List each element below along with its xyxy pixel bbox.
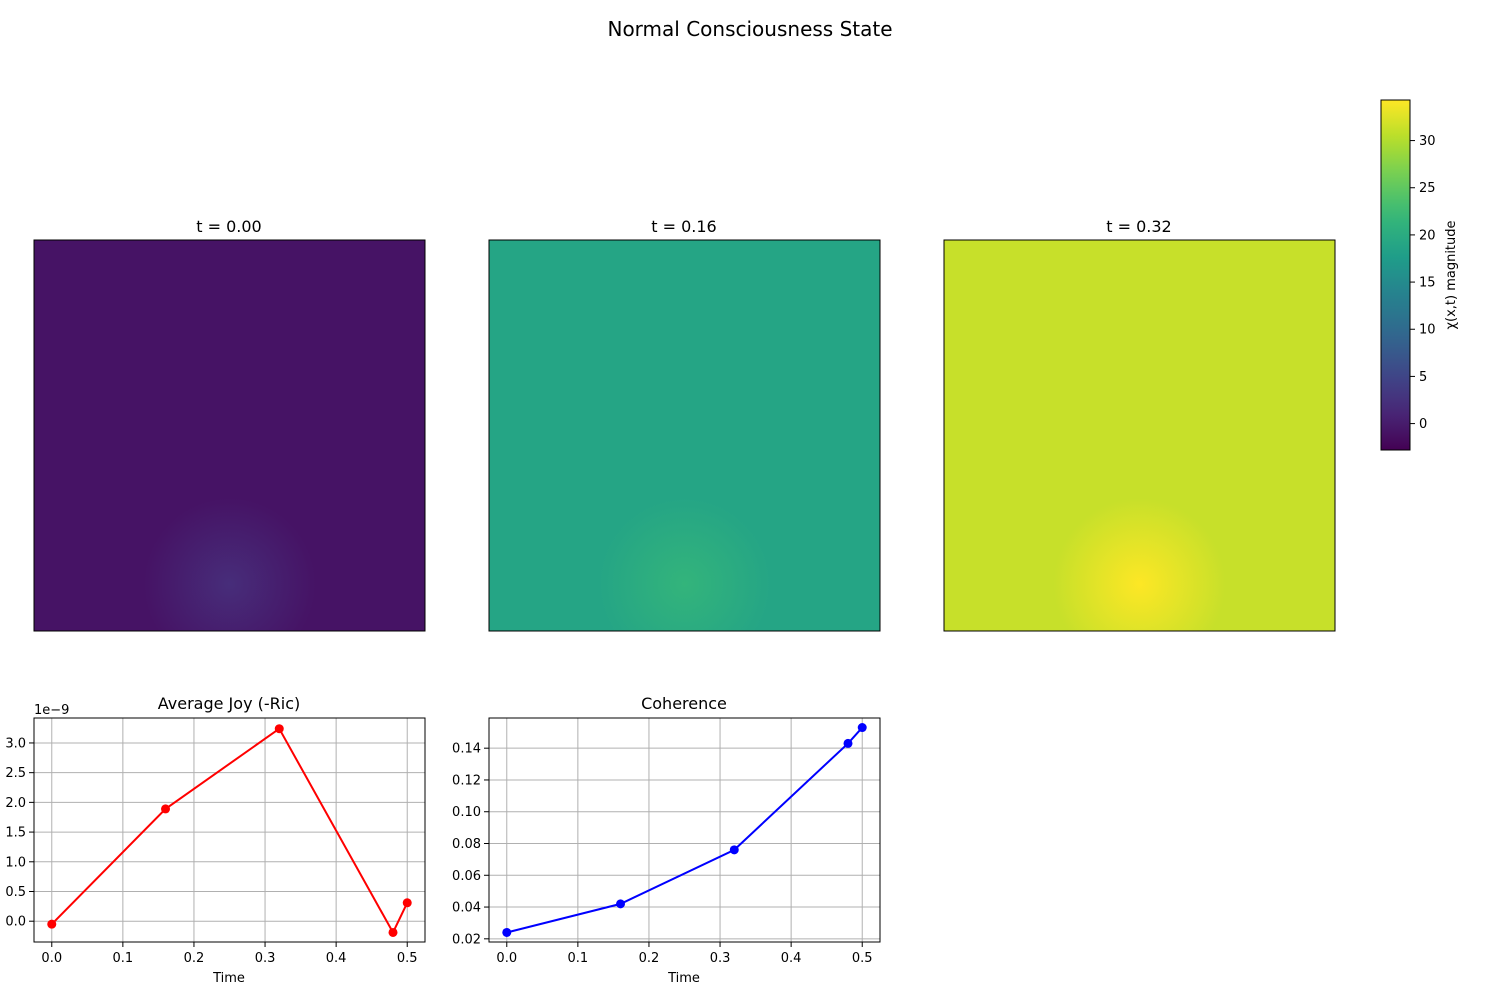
- colorbar-tick-label: 30: [1419, 134, 1436, 149]
- y-tick-label: 0.08: [452, 837, 481, 852]
- x-tick-label: 0.4: [326, 951, 347, 966]
- colorbar-frame: [1380, 99, 1411, 451]
- heatmap-title-t0: t = 0.00: [196, 217, 261, 236]
- joy-offset-label: 1e−9: [34, 703, 69, 718]
- x-tick-label: 0.5: [397, 951, 418, 966]
- x-tick-label: 0.2: [184, 951, 205, 966]
- y-tick-label: 1.0: [5, 855, 26, 870]
- coh-data-point: [616, 899, 626, 909]
- y-tick-label: 1.5: [5, 826, 26, 841]
- x-tick-label: 0.0: [41, 951, 62, 966]
- colorbar-tick-label: 0: [1419, 417, 1427, 432]
- y-tick-label: 0.0: [5, 915, 26, 930]
- y-tick-label: 0.02: [452, 932, 481, 947]
- coh-data-point: [843, 738, 853, 748]
- coherence-chart-title: Coherence: [641, 694, 727, 713]
- joy-chart-title: Average Joy (-Ric): [158, 694, 300, 713]
- heatmap-panel-t0: t = 0.00: [33, 217, 426, 632]
- colorbar-tick-label: 15: [1419, 276, 1436, 291]
- y-tick-label: 2.0: [5, 796, 26, 811]
- x-tick-label: 0.3: [710, 951, 731, 966]
- colorbar-gradient: [1381, 100, 1410, 450]
- joy-data-point: [47, 919, 57, 929]
- colorbar-tick-label: 10: [1419, 323, 1436, 338]
- y-tick-label: 0.5: [5, 885, 26, 900]
- joy-data-point: [402, 898, 412, 908]
- x-tick-label: 0.3: [255, 951, 276, 966]
- heatmap-frame-t0: [33, 239, 426, 632]
- heatmap-panel-t2: t = 0.32: [943, 217, 1336, 632]
- joy-data-point: [161, 804, 171, 814]
- x-tick-label: 0.5: [852, 951, 873, 966]
- coh-data-point: [729, 845, 739, 855]
- y-tick-label: 3.0: [5, 736, 26, 751]
- heatmap-peak-t1: [489, 240, 880, 631]
- y-tick-label: 0.04: [452, 901, 481, 916]
- joy-series-line: [51, 727, 409, 935]
- coherence-chart: Coherence 0.0 0.1 0.2 0.3 0.4 0.5 0.02 0.04 0.06…: [452, 694, 881, 986]
- heatmap-title-t1: t = 0.16: [651, 217, 716, 236]
- colorbar-tick-label: 5: [1419, 370, 1427, 385]
- heatmap-frame-t1: [488, 239, 881, 632]
- heatmap-title-t2: t = 0.32: [1106, 217, 1171, 236]
- colorbar: 0 5 10 15 20 25 30 χ(x,t) magnitude: [1380, 99, 1459, 451]
- y-tick-label: 0.10: [452, 805, 481, 820]
- joy-axes-frame: [33, 717, 426, 943]
- x-tick-label: 0.1: [568, 951, 589, 966]
- joy-chart: Average Joy (-Ric) 1e−9 0.0 0.1 0.2 0.3 0.4 0…: [5, 694, 426, 986]
- joy-data-point: [274, 724, 284, 734]
- coherence-xlabel: Time: [667, 971, 700, 986]
- joy-xlabel: Time: [212, 971, 245, 986]
- coh-data-point: [502, 927, 512, 937]
- y-tick-label: 0.06: [452, 869, 481, 884]
- y-tick-label: 0.14: [452, 742, 481, 757]
- x-tick-label: 0.2: [639, 951, 660, 966]
- coherence-axes-frame: [488, 717, 881, 943]
- x-tick-label: 0.0: [496, 951, 517, 966]
- x-tick-label: 0.1: [113, 951, 134, 966]
- colorbar-tick-label: 25: [1419, 181, 1436, 196]
- figure-title: Normal Consciousness State: [607, 17, 892, 41]
- coh-data-point: [857, 723, 867, 733]
- coherence-series-line: [506, 726, 863, 934]
- y-tick-label: 2.5: [5, 766, 26, 781]
- heatmap-panel-t1: t = 0.16: [488, 217, 881, 632]
- heatmap-frame-t2: [943, 239, 1336, 632]
- colorbar-label: χ(x,t) magnitude: [1444, 220, 1459, 329]
- y-tick-label: 0.12: [452, 773, 481, 788]
- heatmap-peak-t2: [944, 240, 1335, 631]
- colorbar-tick-label: 20: [1419, 228, 1436, 243]
- x-tick-label: 0.4: [781, 951, 802, 966]
- joy-data-point: [388, 927, 398, 937]
- heatmap-peak-t0: [34, 240, 425, 631]
